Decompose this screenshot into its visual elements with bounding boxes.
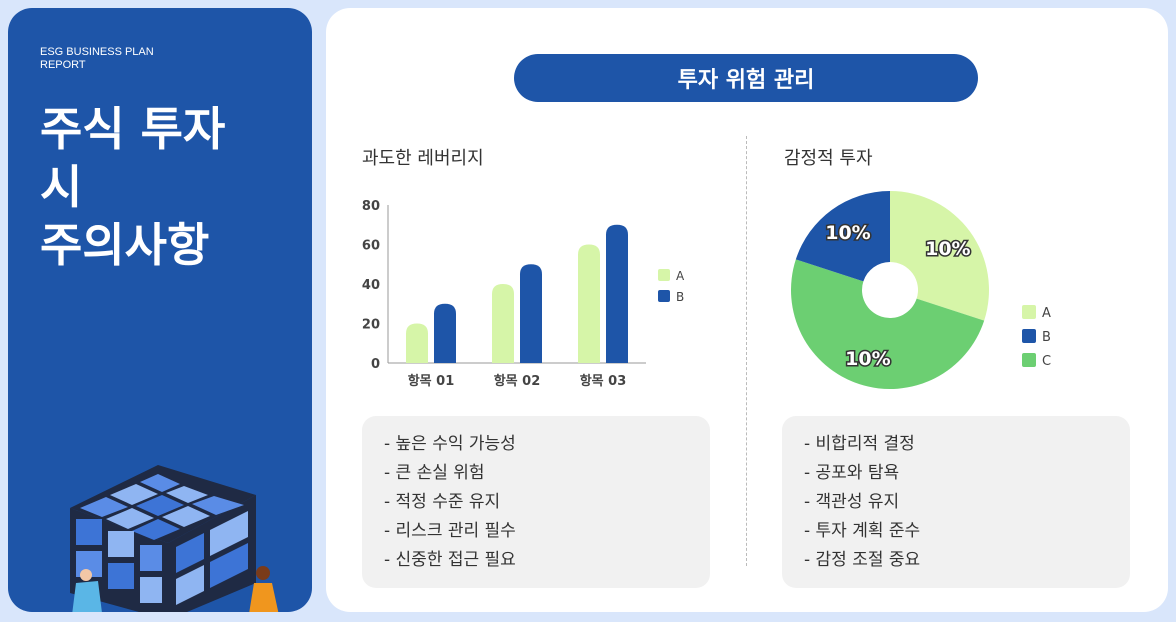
y-tick-label: 0 <box>371 357 380 372</box>
slice-label: 10% <box>825 222 870 244</box>
section-title-leverage: 과도한 레버리지 <box>362 148 484 169</box>
legend-swatch-b <box>1022 329 1036 343</box>
header-pill: 투자 위험 관리 <box>514 54 978 102</box>
list-item: - 객관성 유지 <box>804 492 900 512</box>
bar-a <box>406 323 428 363</box>
section-title-emotional: 감정적 투자 <box>784 148 873 169</box>
list-item: - 비합리적 결정 <box>804 434 915 454</box>
left-panel: ESG BUSINESS PLAN REPORT 주식 투자 시 주의사항 <box>8 8 312 612</box>
list-item: - 큰 손실 위험 <box>384 463 485 483</box>
eyebrow: ESG BUSINESS PLAN REPORT <box>40 46 190 72</box>
slice-label: 10% <box>845 348 890 370</box>
legend-swatch-a <box>658 269 670 281</box>
y-tick-label: 20 <box>362 318 380 333</box>
list-item: - 감정 조절 중요 <box>804 550 921 570</box>
legend-swatch-c <box>1022 353 1036 367</box>
title-line-1: 주식 투자 <box>40 102 226 156</box>
y-tick-label: 60 <box>362 239 380 254</box>
legend-label: A <box>676 269 685 283</box>
title-line-2: 시 <box>40 160 83 214</box>
slice-c <box>791 259 985 389</box>
x-tick-label: 항목 01 <box>408 373 455 389</box>
title-line-3: 주의사항 <box>40 218 210 272</box>
note-box-leverage: - 높은 수익 가능성 - 큰 손실 위험 - 적정 수준 유지 - 리스크 관… <box>362 416 710 588</box>
bar-chart: 0 20 40 60 80 항목 01 항목 02 항목 03 AB <box>362 199 685 389</box>
slice-b <box>795 191 890 282</box>
eyebrow-line-1: ESG BUSINESS PLAN <box>40 46 154 58</box>
list-item: - 적정 수준 유지 <box>384 492 501 512</box>
list-item: - 리스크 관리 필수 <box>384 521 516 541</box>
legend-swatch-b <box>658 290 670 302</box>
y-tick-label: 80 <box>362 199 380 214</box>
list-item: - 투자 계획 준수 <box>804 521 921 541</box>
list-item: - 공포와 탐욕 <box>804 463 900 483</box>
page-title: 주식 투자 시 주의사항 <box>40 100 300 274</box>
eyebrow-line-2: REPORT <box>40 59 86 71</box>
rubiks-cube-illustration <box>70 465 279 612</box>
y-tick-label: 40 <box>362 278 380 293</box>
bar-a <box>492 284 514 363</box>
slice-a <box>890 191 989 321</box>
slice-label: 10% <box>925 238 970 260</box>
legend-label: B <box>676 290 684 304</box>
bar-b <box>520 264 542 363</box>
legend-swatch-a <box>1022 305 1036 319</box>
note-box-emotional: - 비합리적 결정 - 공포와 탐욕 - 객관성 유지 - 투자 계획 준수 -… <box>782 416 1130 588</box>
list-item: - 신중한 접근 필요 <box>384 550 516 570</box>
x-tick-label: 항목 02 <box>494 373 541 389</box>
section-divider <box>746 136 747 566</box>
legend-label: B <box>1042 330 1051 345</box>
legend-label: A <box>1042 306 1051 321</box>
list-item: - 높은 수익 가능성 <box>384 434 516 454</box>
donut-chart: 10% 10% 10% ABC <box>791 191 1051 389</box>
bar-b <box>434 303 456 363</box>
x-tick-label: 항목 03 <box>580 373 627 389</box>
legend-label: C <box>1042 354 1051 369</box>
bar-a <box>578 244 600 363</box>
main-card: 투자 위험 관리 과도한 레버리지 감정적 투자 0 20 40 60 80 항목 01 항… <box>326 8 1168 612</box>
bar-b <box>606 224 628 363</box>
